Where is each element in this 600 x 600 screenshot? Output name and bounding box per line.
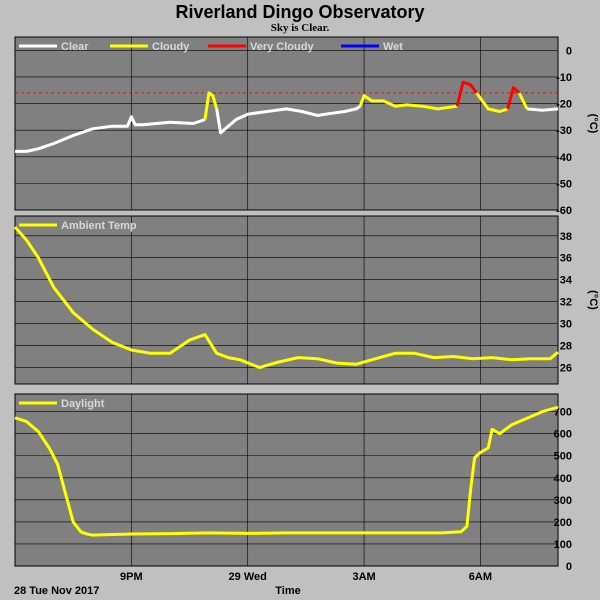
y-tick-label: 28	[560, 341, 572, 353]
legend-label-wet: Wet	[383, 41, 403, 53]
x-tick-label: 9PM	[120, 571, 143, 583]
y-tick-label: -60	[556, 205, 572, 217]
series-line-ambient-temp	[13, 226, 559, 369]
y-tick-label: 300	[554, 495, 572, 507]
y-tick-label: 400	[554, 473, 572, 485]
x-tick-label: 3AM	[352, 571, 375, 583]
x-tick-label: 6AM	[469, 571, 492, 583]
series-line-cloudy	[358, 94, 458, 111]
y-tick-label: -50	[556, 178, 572, 190]
series-line-cloudy	[475, 92, 509, 113]
y-tick-label: -20	[556, 99, 572, 111]
legend-label-cloudy: Cloudy	[152, 41, 190, 53]
y-tick-label: 30	[560, 319, 572, 331]
y-tick-label: 600	[554, 429, 572, 441]
y-tick-label: 0	[566, 561, 572, 573]
plot-area-3	[14, 393, 559, 567]
legend-label-clear: Clear	[61, 41, 89, 53]
y-axis-label: (°C)	[587, 290, 599, 310]
y-tick-label: -10	[556, 72, 572, 84]
y-tick-label: 38	[560, 231, 572, 243]
series-line-cloudy	[517, 92, 529, 110]
chart-title: Riverland Dingo Observatory	[175, 2, 425, 22]
series-line-clear	[15, 115, 206, 153]
series-line-daylight	[14, 405, 559, 537]
legend-label-daylight: Daylight	[61, 398, 105, 410]
y-tick-label: -40	[556, 152, 572, 164]
y-tick-label: 36	[560, 253, 572, 265]
y-tick-label: 0	[566, 45, 572, 57]
y-tick-label: 500	[554, 451, 572, 463]
series-line-very-cloudy	[455, 80, 478, 107]
y-tick-label: 32	[560, 297, 572, 309]
y-tick-label: 34	[560, 275, 573, 287]
series-line-very-cloudy	[506, 86, 521, 110]
y-axis-label: (°C)	[587, 114, 599, 134]
plot-area-2	[14, 215, 559, 385]
x-tick-label: 29 Wed	[229, 571, 267, 583]
legend-label-very-cloudy: Very Cloudy	[250, 41, 314, 53]
y-tick-label: -30	[556, 125, 572, 137]
series-line-cloudy	[203, 91, 219, 120]
y-tick-label: 100	[554, 539, 572, 551]
series-line-clear	[526, 107, 559, 112]
y-tick-label: 200	[554, 517, 572, 529]
y-tick-label: 26	[560, 363, 572, 375]
y-tick-label: 700	[554, 407, 572, 419]
x-axis-date: 28 Tue Nov 2017	[14, 585, 99, 597]
series-line-clear	[215, 104, 362, 135]
legend-label-ambient-temp: Ambient Temp	[61, 220, 137, 232]
x-axis-label: Time	[275, 585, 300, 597]
chart-subtitle: Sky is Clear.	[270, 22, 330, 34]
plot-area-1	[14, 36, 559, 211]
